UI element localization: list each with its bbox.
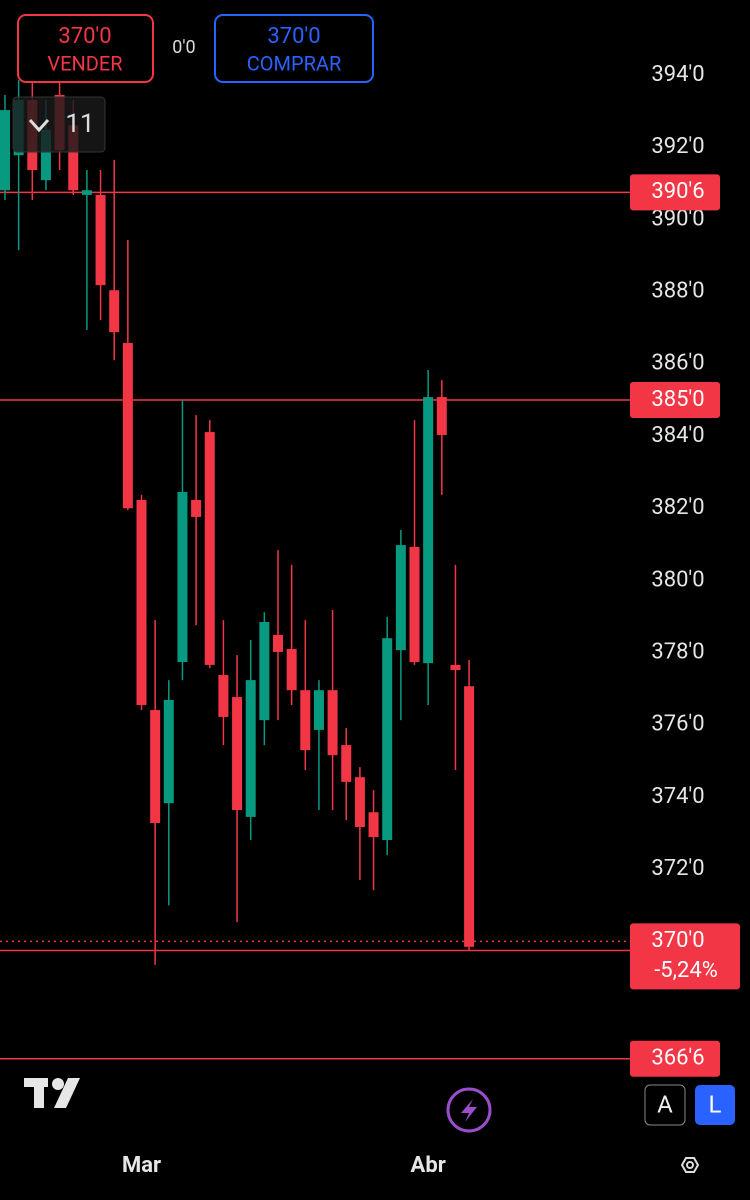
candle-body [327,690,338,756]
y-tick-label: 384'0 [651,423,704,448]
candle-body [0,110,10,191]
sell-label: VENDER [47,51,122,75]
candle-body [109,290,120,333]
y-tick-label: 378'0 [651,639,704,664]
price-line-label: 366'6 [651,1046,704,1071]
y-tick-label: 372'0 [651,856,704,881]
candle-body [313,690,324,730]
candle-body [382,638,393,841]
candle-body [368,812,379,838]
y-tick-label: 390'0 [651,206,704,231]
log-scale-label: L [709,1090,722,1118]
plot-area [0,80,630,1060]
candle-body [163,699,174,804]
candle-body [464,686,475,947]
price-line-label: 385'0 [651,387,704,412]
candle-body [300,690,311,751]
y-tick-label: 392'0 [651,134,704,159]
change-label: -5,24% [654,958,718,983]
price-line-tag [630,381,720,418]
buy-button[interactable] [214,14,374,83]
auto-scale-button[interactable] [644,1084,686,1126]
y-tick-label: 380'0 [651,567,704,592]
candle-body [81,190,92,195]
interval-dropdown[interactable] [12,96,106,153]
candle-body [232,697,243,811]
auto-scale-label: A [657,1090,673,1118]
candle-body [436,397,447,435]
price-axis: 372'0 374'0 376'0 378'0 380'0 382'0 384'0 386'0… [630,62,740,1077]
y-tick-label: 394'0 [651,62,704,87]
candle-body [273,634,283,652]
candle-body [286,649,297,691]
settings-icon[interactable] [680,1157,700,1173]
log-scale-button[interactable] [695,1085,735,1125]
sell-price: 370'0 [58,24,111,49]
candle-body [136,499,147,705]
settings-icon-dot [686,1161,694,1169]
candle-body [150,710,161,824]
candle-body [354,777,365,828]
candle-body [218,675,229,717]
candle-body [95,194,106,286]
spread: 0'0 [172,37,195,58]
candle-body [122,342,133,509]
lightning-button[interactable] [446,1087,492,1133]
chevron [28,118,50,133]
buy-label: COMPRAR [247,51,342,75]
candle-body [341,745,352,782]
logo [24,1078,80,1108]
sell-button[interactable] [17,14,154,83]
last-price-tag [630,923,740,990]
candle-body [259,621,270,721]
candle-body [204,432,215,665]
candle-body [68,125,79,191]
last-price-label: 370'0 [651,928,704,953]
price-line-tag [630,1040,720,1077]
interval: 11 [65,109,94,139]
x-tick-label: Mar [122,1153,161,1178]
price-line-tag [630,174,720,211]
candle-body [395,545,406,651]
y-tick-label: 388'0 [651,278,704,303]
buy-price: 370'0 [267,24,320,49]
price-line-label: 390'6 [651,179,704,204]
x-tick-label: Abr [411,1153,446,1178]
candle-body [191,499,202,517]
candle-body [177,492,188,663]
candle-body [245,680,256,817]
candle-body [409,546,420,663]
candle-body [423,397,434,664]
y-tick-label: 382'0 [651,495,704,520]
lightning-icon [461,1099,477,1122]
candle-body [40,129,51,181]
y-tick-label: 376'0 [651,712,704,737]
candle-body [450,664,461,670]
y-tick-label: 386'0 [651,351,704,376]
y-tick-label: 374'0 [651,784,704,809]
